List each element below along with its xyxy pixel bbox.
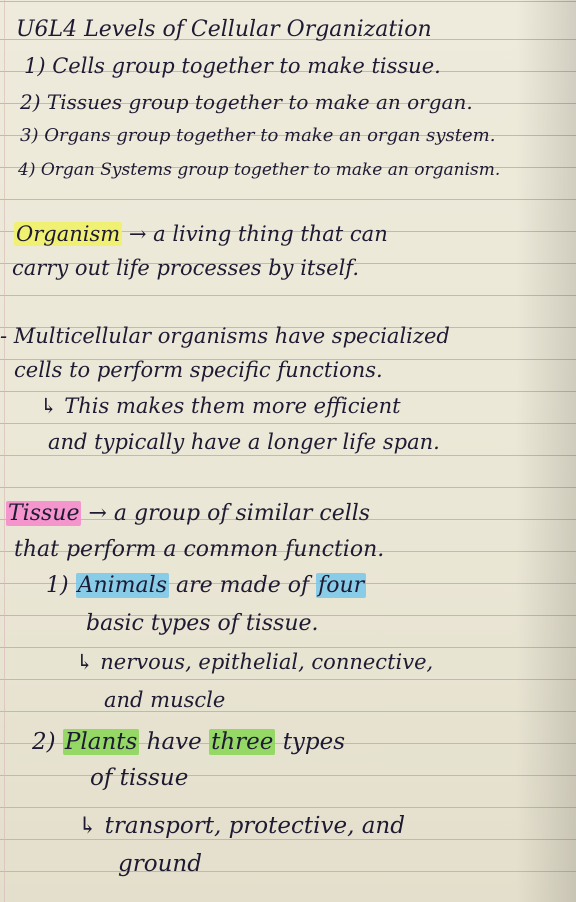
organism-arrow: → [128, 222, 147, 246]
plant-tissue-types-line1: ↳ transport, protective, and [78, 813, 405, 839]
animals-count: four [316, 573, 367, 598]
tissue-definition: a group of similar cells [113, 501, 371, 526]
animals-subject: Animals [75, 573, 169, 598]
plants-line2: of tissue [90, 765, 189, 791]
tissue-term: Tissue [6, 501, 82, 526]
organism-definition-line1: Organism → a living thing that can [14, 220, 388, 248]
level-1: 1) Cells group together to make tissue. [24, 54, 441, 78]
multicellular-line3: ↳ This makes them more efficient [40, 394, 401, 418]
plant-tissue-types-line2: ground [118, 851, 202, 877]
multicellular-line2: cells to perform specific functions. [14, 358, 383, 382]
organism-definition: a living thing that can [153, 222, 388, 246]
plants-after: types [282, 729, 346, 755]
tissue-arrow: → [88, 501, 107, 526]
level-3: 3) Organs group together to make an orga… [20, 125, 496, 146]
level-4: 4) Organ Systems group together to make … [18, 160, 501, 180]
level-2: 2) Tissues group together to make an org… [20, 90, 473, 114]
animals-line1: 1) Animals are made of four [46, 572, 367, 600]
multicellular-line4: and typically have a longer life span. [48, 430, 440, 454]
organism-definition-line2: carry out life processes by itself. [12, 256, 359, 280]
animals-number: 1) [46, 573, 69, 598]
plants-mid: have [146, 729, 202, 755]
animal-tissue-types-line2: and muscle [104, 688, 226, 712]
margin-line [4, 0, 5, 902]
tissue-definition-line2: that perform a common function. [14, 537, 385, 562]
organism-term: Organism [14, 222, 123, 246]
plants-line1: 2) Plants have three types [32, 728, 345, 756]
tissue-definition-line1: Tissue → a group of similar cells [6, 500, 370, 528]
plants-subject: Plants [62, 729, 140, 755]
plants-number: 2) [32, 729, 56, 755]
animals-mid: are made of [176, 573, 310, 598]
animal-tissue-types-line1: ↳ nervous, epithelial, connective, [76, 650, 434, 674]
page-title: U6L4 Levels of Cellular Organization [16, 17, 432, 42]
animals-line2: basic types of tissue. [86, 611, 319, 636]
plants-count: three [209, 729, 276, 755]
multicellular-line1: - Multicellular organisms have specializ… [0, 324, 450, 348]
